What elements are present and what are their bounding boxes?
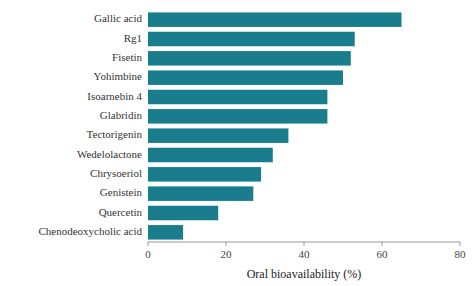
x-tick	[226, 242, 227, 246]
x-tick-label: 20	[221, 248, 233, 260]
y-tick-label: Quercetin	[99, 206, 143, 218]
x-tick-label: 80	[455, 248, 467, 260]
bar	[148, 225, 183, 240]
bar	[148, 12, 402, 27]
x-tick	[148, 242, 149, 246]
y-tick-label: Wedelolactone	[77, 148, 142, 160]
x-axis: 0 20 40 60 80	[145, 242, 466, 260]
y-tick-label: Chenodeoxycholic acid	[38, 225, 142, 237]
bar	[148, 167, 261, 182]
x-tick	[382, 242, 383, 246]
y-tick-label: Gallic acid	[94, 12, 142, 24]
x-tick-label: 40	[299, 248, 311, 260]
bar	[148, 70, 343, 85]
x-tick-label: 60	[377, 248, 389, 260]
y-tick-labels: Chenodeoxycholic acid Quercetin Genistein C…	[38, 12, 142, 237]
bar	[148, 32, 355, 47]
bar	[148, 109, 327, 124]
bar	[148, 148, 273, 163]
y-tick-label: Isoarnebin 4	[87, 90, 142, 102]
bar	[148, 128, 288, 143]
x-axis-label: Oral bioavailability (%)	[247, 267, 362, 281]
x-tick	[304, 242, 305, 246]
y-tick-label: Genistein	[100, 186, 143, 198]
y-tick-label: Fisetin	[112, 51, 142, 63]
bars	[148, 12, 402, 239]
x-tick-label: 0	[145, 248, 151, 260]
bar	[148, 90, 327, 105]
x-tick	[460, 242, 461, 246]
y-tick-label: Rg1	[124, 32, 142, 44]
bar	[148, 206, 218, 221]
chart-svg: Chenodeoxycholic acid Quercetin Genistein C…	[0, 0, 474, 286]
y-tick-label: Yohimbine	[94, 70, 143, 82]
bar	[148, 186, 253, 201]
y-tick-label: Tectorigenin	[87, 128, 143, 140]
chart-container: Chenodeoxycholic acid Quercetin Genistein C…	[0, 0, 474, 286]
y-tick-label: Chrysoeriol	[90, 167, 142, 179]
bar	[148, 51, 351, 65]
y-tick-label: Glabridin	[100, 109, 143, 121]
